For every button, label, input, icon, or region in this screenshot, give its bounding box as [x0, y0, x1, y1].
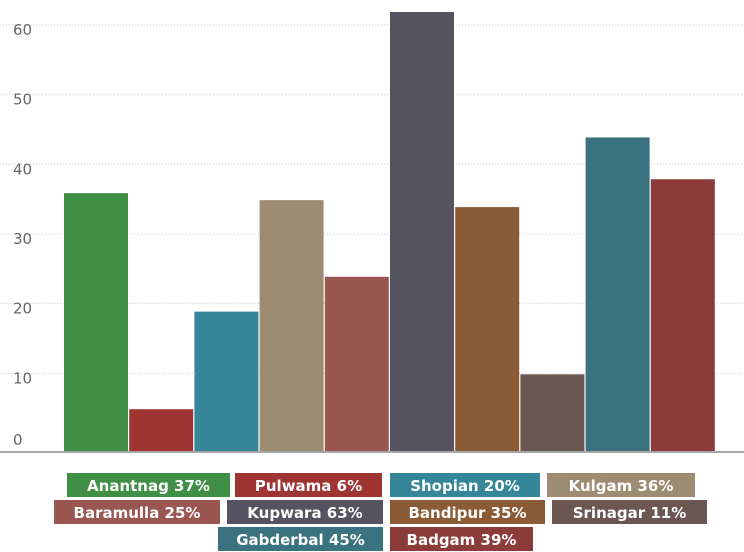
- legend-swatch: [547, 473, 695, 497]
- y-tick-label: 0: [13, 431, 23, 449]
- legend-label: Kupwara 63%: [247, 504, 362, 522]
- bar-shopian: [194, 311, 259, 451]
- legend-item-baramulla: Baramulla 25%: [54, 500, 220, 524]
- y-tick-label: 20: [13, 300, 32, 318]
- legend-item-kulgam: Kulgam 36%: [547, 473, 695, 497]
- legend-swatch: [54, 500, 220, 524]
- legend: Anantnag 37% Pulwama 6% Shopian 20% Kulgam …: [54, 473, 707, 551]
- bar-pulwama: [129, 409, 194, 451]
- legend-label: Pulwama 6%: [255, 477, 362, 495]
- y-tick-label: 30: [13, 230, 32, 248]
- bar-anantnag: [64, 193, 128, 451]
- legend-swatch: [552, 500, 707, 524]
- legend-label: Gabderbal 45%: [236, 531, 365, 549]
- y-tick-label: 50: [13, 91, 32, 109]
- legend-swatch: [218, 527, 383, 551]
- bar-srinagar: [520, 374, 585, 451]
- legend-label: Srinagar 11%: [573, 504, 687, 522]
- legend-label: Kulgam 36%: [569, 477, 674, 495]
- legend-swatch: [227, 500, 383, 524]
- legend-label: Shopian 20%: [410, 477, 520, 495]
- legend-item-badgam: Badgam 39%: [390, 527, 533, 551]
- legend-item-pulwama: Pulwama 6%: [235, 473, 382, 497]
- legend-label: Baramulla 25%: [74, 504, 201, 522]
- y-tick-label: 40: [13, 160, 32, 178]
- bar-baramulla: [324, 276, 389, 451]
- legend-label: Badgam 39%: [407, 531, 517, 549]
- bars: [64, 12, 715, 451]
- y-tick-label: 60: [13, 21, 32, 39]
- bar-gabderbal: [585, 137, 650, 451]
- legend-item-anantnag: Anantnag 37%: [67, 473, 230, 497]
- bar-kulgam: [259, 200, 324, 451]
- legend-item-kupwara: Kupwara 63%: [227, 500, 383, 524]
- bar-bandipur: [455, 207, 520, 451]
- legend-swatch: [390, 473, 540, 497]
- legend-label: Bandipur 35%: [408, 504, 526, 522]
- bar-badgam: [650, 179, 715, 451]
- legend-item-bandipur: Bandipur 35%: [390, 500, 545, 524]
- y-axis-ticks: 0 10 20 30 40 50 60: [13, 21, 32, 449]
- legend-swatch: [390, 500, 545, 524]
- legend-item-srinagar: Srinagar 11%: [552, 500, 707, 524]
- legend-item-shopian: Shopian 20%: [390, 473, 540, 497]
- y-tick-label: 10: [13, 369, 32, 387]
- legend-label: Anantnag 37%: [87, 477, 210, 495]
- legend-item-gabderbal: Gabderbal 45%: [218, 527, 383, 551]
- legend-swatch: [67, 473, 230, 497]
- legend-swatch: [390, 527, 533, 551]
- legend-swatch: [235, 473, 382, 497]
- bar-kupwara: [390, 12, 454, 451]
